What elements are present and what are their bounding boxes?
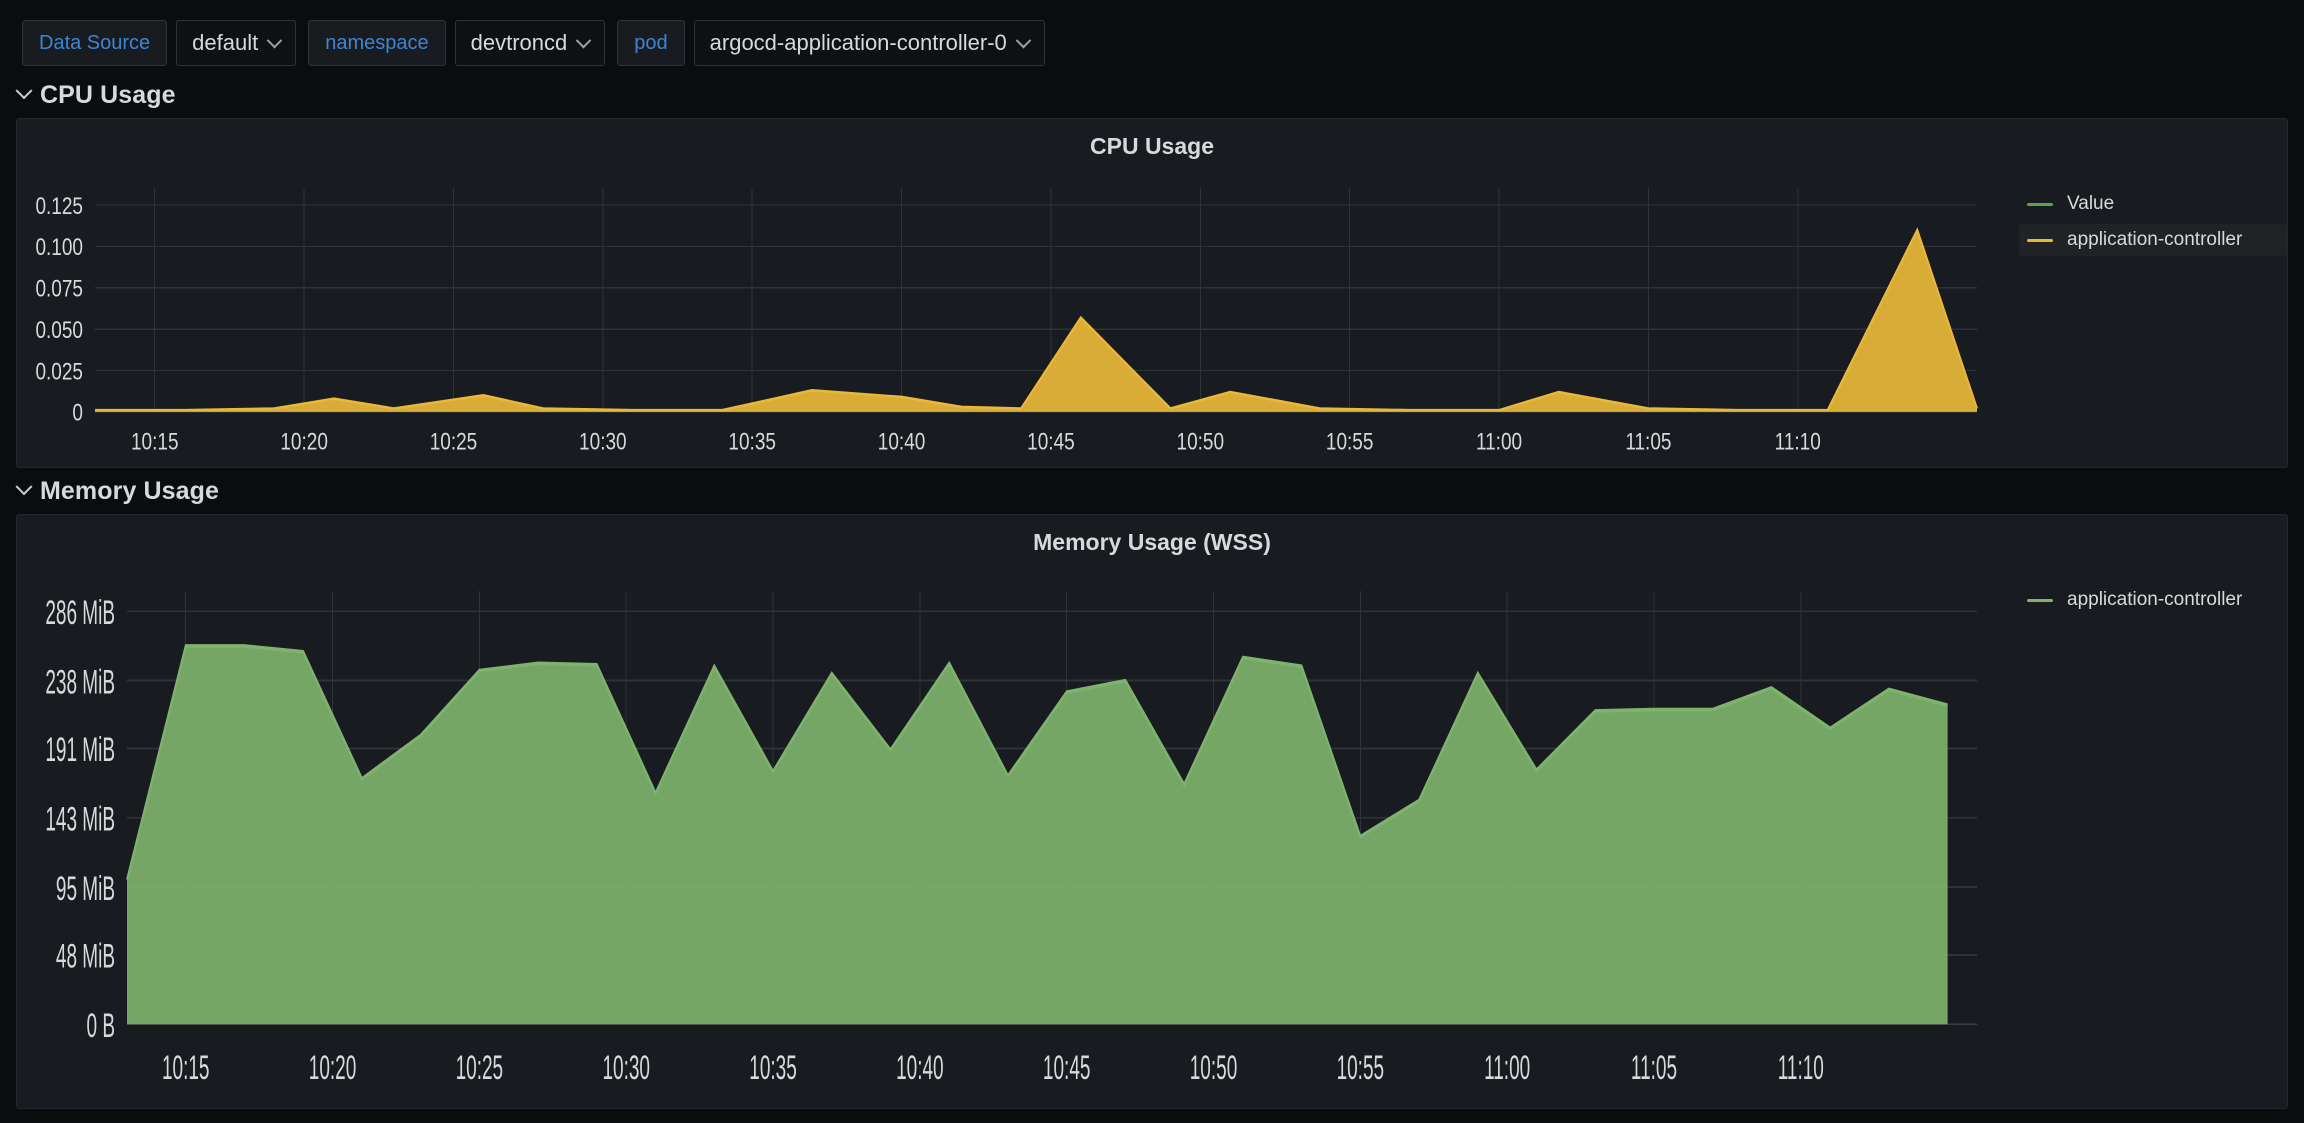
legend-label-value: Value <box>2067 193 2115 214</box>
svg-text:286 MiB: 286 MiB <box>45 593 115 631</box>
chevron-down-icon <box>575 32 592 48</box>
svg-text:10:40: 10:40 <box>896 1048 944 1086</box>
svg-text:10:30: 10:30 <box>602 1048 650 1086</box>
cpu-legend: Value application-controller <box>1997 166 2287 467</box>
legend-swatch-application-controller <box>2027 238 2053 242</box>
svg-text:10:50: 10:50 <box>1190 1048 1238 1086</box>
svg-text:10:15: 10:15 <box>131 427 179 455</box>
cpu-panel-body: 0.125 0.100 0.075 0.050 0.025 0 10:15 10:20 10:2… <box>17 166 2287 467</box>
svg-text:143 MiB: 143 MiB <box>45 800 115 838</box>
cpu-chart-svg[interactable]: 0.125 0.100 0.075 0.050 0.025 0 10:15 10:20 10:2… <box>17 166 1997 467</box>
svg-text:10:55: 10:55 <box>1337 1048 1385 1086</box>
svg-text:10:25: 10:25 <box>430 427 478 455</box>
legend-item-application-controller[interactable]: application-controller <box>2019 584 2287 616</box>
variable-label-namespace: namespace <box>308 20 446 66</box>
row-header-cpu-usage[interactable]: CPU Usage <box>15 72 2288 118</box>
legend-item-value[interactable]: Value <box>2019 188 2287 220</box>
svg-text:0: 0 <box>72 398 83 426</box>
legend-label-application-controller: application-controller <box>2067 229 2243 250</box>
panel-title-memory: Memory Usage (WSS) <box>1033 529 1271 555</box>
variable-label-pod: pod <box>617 20 685 66</box>
svg-text:11:05: 11:05 <box>1631 1048 1677 1086</box>
svg-text:238 MiB: 238 MiB <box>45 662 115 700</box>
chevron-down-icon <box>1015 32 1032 48</box>
svg-text:11:00: 11:00 <box>1476 427 1522 455</box>
svg-text:48 MiB: 48 MiB <box>56 937 115 975</box>
legend-swatch-value <box>2027 202 2053 206</box>
memory-panel-body: 286 MiB 238 MiB 191 MiB 143 MiB 95 MiB 48 MiB… <box>17 562 2287 1108</box>
svg-text:10:20: 10:20 <box>280 427 328 455</box>
chevron-down-icon <box>15 478 33 496</box>
svg-text:0.075: 0.075 <box>35 274 83 302</box>
chevron-down-icon <box>15 82 33 100</box>
svg-text:0.100: 0.100 <box>35 233 83 261</box>
svg-text:0 B: 0 B <box>87 1006 115 1044</box>
variable-value-pod: argocd-application-controller-0 <box>709 30 1007 55</box>
legend-swatch-application-controller <box>2027 598 2053 602</box>
svg-text:10:15: 10:15 <box>162 1048 210 1086</box>
variable-datasource: Data Source default <box>22 20 297 66</box>
svg-text:10:30: 10:30 <box>579 427 627 455</box>
row-title-memory-usage: Memory Usage <box>40 476 220 505</box>
svg-text:11:05: 11:05 <box>1625 427 1671 455</box>
svg-text:10:45: 10:45 <box>1043 1048 1091 1086</box>
memory-legend: application-controller <box>1997 562 2287 1108</box>
variable-value-namespace: devtroncd <box>470 30 568 55</box>
svg-text:0.025: 0.025 <box>35 357 83 385</box>
svg-text:0.125: 0.125 <box>35 192 83 220</box>
variable-bar: Data Source default namespace devtroncd … <box>16 14 2288 72</box>
cpu-usage-panel: CPU Usage 0.125 0.100 0.075 0.050 0.025 0 10:1… <box>16 118 2288 468</box>
svg-text:11:00: 11:00 <box>1484 1048 1530 1086</box>
variable-select-pod[interactable]: argocd-application-controller-0 <box>693 20 1045 66</box>
svg-text:95 MiB: 95 MiB <box>56 869 115 907</box>
chevron-down-icon <box>266 32 283 48</box>
variable-select-namespace[interactable]: devtroncd <box>454 20 606 66</box>
svg-text:0.050: 0.050 <box>35 316 83 344</box>
variable-select-datasource[interactable]: default <box>176 20 297 66</box>
row-header-memory-usage[interactable]: Memory Usage <box>15 468 2288 514</box>
svg-text:11:10: 11:10 <box>1778 1048 1824 1086</box>
variable-value-datasource: default <box>192 30 259 55</box>
svg-text:10:45: 10:45 <box>1027 427 1075 455</box>
svg-text:10:35: 10:35 <box>728 427 776 455</box>
svg-text:10:20: 10:20 <box>309 1048 357 1086</box>
svg-text:10:50: 10:50 <box>1177 427 1225 455</box>
memory-chart-svg[interactable]: 286 MiB 238 MiB 191 MiB 143 MiB 95 MiB 48 MiB… <box>17 562 1997 1108</box>
svg-text:10:40: 10:40 <box>878 427 926 455</box>
cpu-plot-area[interactable]: 0.125 0.100 0.075 0.050 0.025 0 10:15 10:20 10:2… <box>17 166 1997 467</box>
memory-plot-area[interactable]: 286 MiB 238 MiB 191 MiB 143 MiB 95 MiB 48 MiB… <box>17 562 1997 1108</box>
legend-label-application-controller: application-controller <box>2067 589 2243 610</box>
svg-text:10:35: 10:35 <box>749 1048 797 1086</box>
legend-item-application-controller[interactable]: application-controller <box>2019 224 2287 256</box>
svg-text:191 MiB: 191 MiB <box>45 730 115 768</box>
svg-text:11:10: 11:10 <box>1775 427 1821 455</box>
variable-namespace: namespace devtroncd <box>308 20 606 66</box>
variable-label-datasource: Data Source <box>22 20 168 66</box>
variable-pod: pod argocd-application-controller-0 <box>617 20 1045 66</box>
svg-text:10:25: 10:25 <box>456 1048 504 1086</box>
memory-usage-panel: Memory Usage (WSS) 286 MiB 238 MiB 191 MiB… <box>16 514 2288 1109</box>
svg-text:10:55: 10:55 <box>1326 427 1374 455</box>
row-title-cpu-usage: CPU Usage <box>40 80 176 109</box>
panel-title-cpu: CPU Usage <box>1090 133 1214 159</box>
